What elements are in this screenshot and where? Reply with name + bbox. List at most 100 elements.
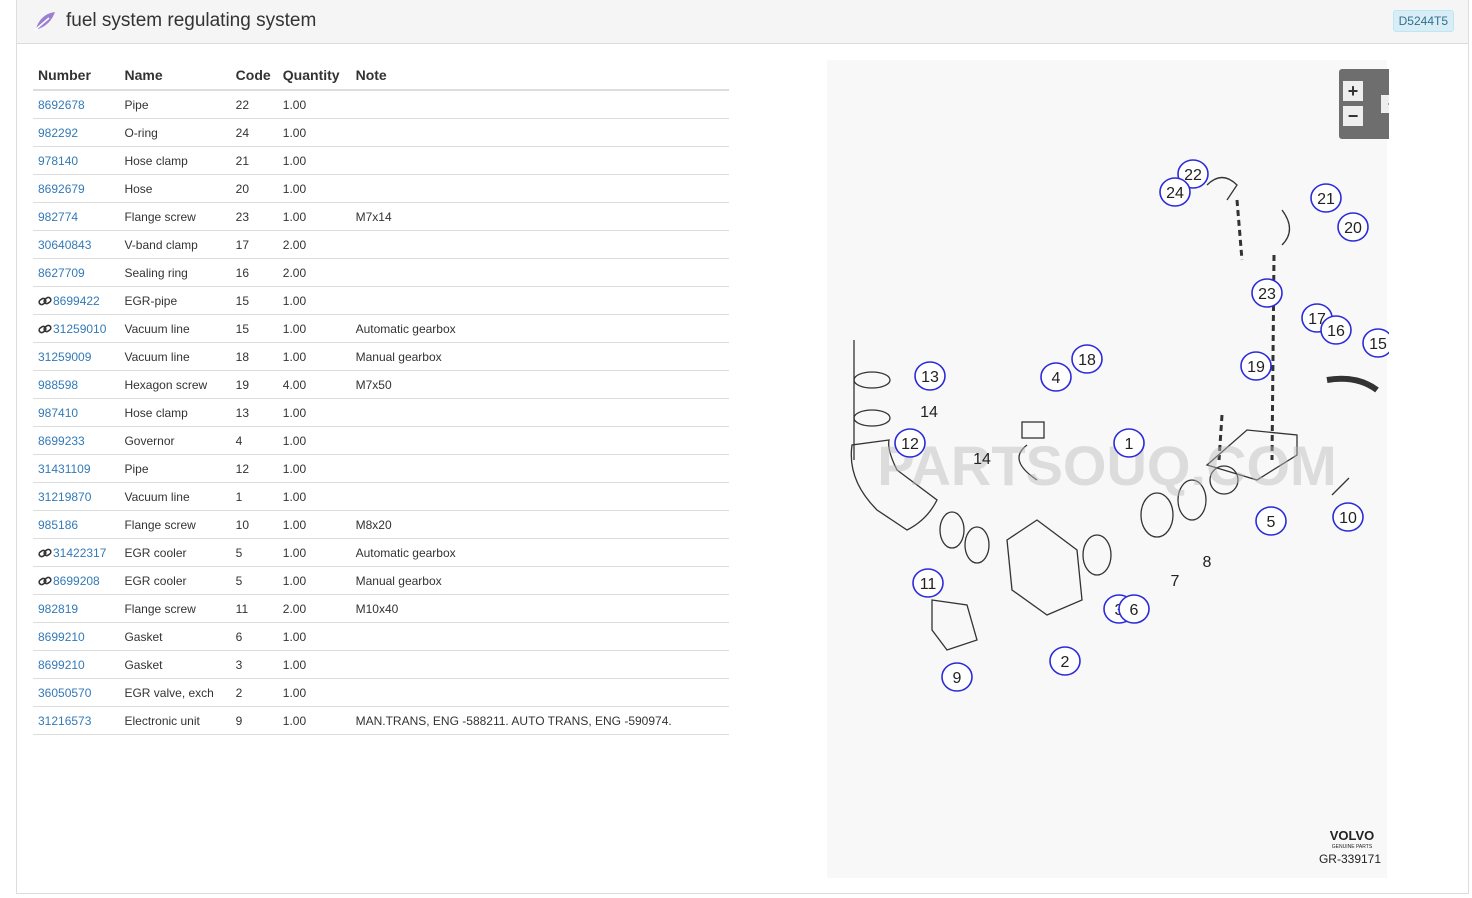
part-number-link[interactable]: 8692679: [38, 181, 85, 196]
callout-label[interactable]: 4: [1052, 370, 1061, 387]
cell-text: Hose clamp: [124, 405, 188, 420]
callout-label[interactable]: 15: [1369, 336, 1387, 353]
column-header: Note: [350, 60, 729, 91]
engine-badge[interactable]: D5244T5: [1392, 10, 1454, 32]
callout-label[interactable]: 20: [1344, 220, 1362, 237]
cell-text: 1.00: [282, 405, 307, 420]
callout-circle: [1071, 344, 1103, 374]
part-number-link[interactable]: 987410: [38, 405, 79, 420]
cell-text: O-ring: [124, 125, 158, 140]
cell-text: Governor: [124, 433, 175, 448]
callout-label[interactable]: 18: [1078, 352, 1096, 369]
part-number-link[interactable]: 31422317: [53, 545, 107, 560]
callout-label[interactable]: 6: [1130, 602, 1139, 619]
cell-text: 9: [235, 713, 243, 728]
cell-name: EGR valve, exch: [119, 678, 231, 707]
cell-text: 1.00: [282, 685, 307, 700]
cell-text: Gasket: [124, 657, 163, 672]
cell-code: 17: [230, 230, 278, 259]
cell-note: [350, 482, 729, 511]
part-number-link[interactable]: 982292: [38, 125, 79, 140]
part-row: 31219870 Vacuum line 1 1.00: [33, 482, 729, 511]
part-number-link[interactable]: 982774: [38, 209, 79, 224]
callout-label[interactable]: 5: [1267, 514, 1276, 531]
part-number-link[interactable]: 8692678: [38, 97, 85, 112]
cell-quantity: 1.00: [277, 398, 351, 427]
callout-label[interactable]: 13: [921, 369, 939, 386]
cell-text: 1.00: [282, 97, 307, 112]
part-number-link[interactable]: 8627709: [38, 265, 85, 280]
callout-label[interactable]: 10: [1339, 510, 1357, 527]
callout-label[interactable]: 2: [1061, 654, 1070, 671]
part-number-link[interactable]: 8699208: [53, 573, 100, 588]
part-number-link[interactable]: 31259010: [53, 321, 107, 336]
callout-label[interactable]: 9: [953, 670, 962, 687]
pan-left[interactable]: [1381, 95, 1389, 113]
callout-label[interactable]: 14: [920, 404, 938, 421]
cell-code: 13: [230, 398, 278, 427]
callout-label[interactable]: 14: [973, 451, 991, 468]
cell-number: 8692678: [33, 90, 120, 119]
cell-text: Flange screw: [124, 601, 196, 616]
zoom-in-label[interactable]: +: [1348, 81, 1359, 101]
part-number-link[interactable]: 8699210: [38, 657, 85, 672]
callout-label[interactable]: 12: [901, 436, 919, 453]
part-number-link[interactable]: 31259009: [38, 349, 92, 364]
cell-text: 13: [235, 405, 250, 420]
cell-name: Hose: [119, 174, 231, 203]
part-number-link[interactable]: 8699233: [38, 433, 85, 448]
cell-name: EGR-pipe: [119, 286, 231, 315]
cell-text: 1.00: [282, 293, 307, 308]
part-number-link[interactable]: 31431109: [38, 461, 91, 476]
cell-quantity: 1.00: [277, 510, 351, 539]
cell-number: 31216573: [33, 706, 120, 735]
zoom-out[interactable]: [1343, 106, 1363, 126]
part-number-link[interactable]: 985186: [38, 517, 79, 532]
zoom-out-label[interactable]: −: [1348, 106, 1359, 126]
cell-text: 12: [235, 461, 250, 476]
cell-text: 1.00: [282, 629, 307, 644]
callout-label[interactable]: 8: [1203, 554, 1212, 571]
part-number-link[interactable]: 988598: [38, 377, 79, 392]
callout-label[interactable]: 24: [1166, 185, 1184, 202]
link-icon: [38, 324, 52, 333]
zoom-in[interactable]: [1343, 81, 1363, 101]
callout-label[interactable]: 11: [920, 576, 937, 593]
cell-quantity: 1.00: [277, 286, 351, 315]
cell-text: Automatic gearbox: [355, 321, 456, 336]
cell-text: 16: [235, 265, 250, 280]
part-row: 978140 Hose clamp 21 1.00: [33, 146, 729, 175]
part-number-link[interactable]: 31219870: [38, 489, 92, 504]
callout-label[interactable]: 19: [1247, 359, 1265, 376]
column-header: Code: [230, 60, 278, 91]
part-row: 982819 Flange screw 11 2.00 M10x40: [33, 594, 729, 623]
callout-label[interactable]: 23: [1258, 286, 1276, 303]
callout-label[interactable]: 1: [1125, 436, 1134, 453]
callout-label[interactable]: 21: [1317, 191, 1335, 208]
cell-name: EGR cooler: [119, 538, 231, 567]
part-number-link[interactable]: 36050570: [38, 685, 92, 700]
cell-code: 23: [230, 202, 278, 231]
part-number-link[interactable]: 8699422: [53, 293, 100, 308]
cell-code: 5: [230, 566, 278, 595]
callout-label[interactable]: 22: [1184, 167, 1202, 184]
part-number-link[interactable]: 31216573: [38, 713, 92, 728]
part-number-link[interactable]: 978140: [38, 153, 79, 168]
parts-table: Number Name Code Quantity Note 8692678 Pipe 22 1…: [33, 60, 729, 735]
cell-note: [350, 650, 729, 679]
cell-quantity: 1.00: [277, 482, 351, 511]
cell-name: Pipe: [119, 90, 231, 119]
cell-text: Vacuum line: [124, 489, 190, 504]
cell-text: 1.00: [282, 489, 307, 504]
cell-text: 15: [235, 321, 250, 336]
callout-label[interactable]: 16: [1327, 323, 1345, 340]
callout-label[interactable]: 17: [1308, 311, 1326, 328]
part-number-link[interactable]: 982819: [38, 601, 79, 616]
part-row: 8699422 EGR-pipe 15 1.00: [33, 286, 729, 315]
cell-text: Hose: [124, 181, 153, 196]
part-number-link[interactable]: 8699210: [38, 629, 85, 644]
part-number-link[interactable]: 30640843: [38, 237, 92, 252]
callout-label[interactable]: 7: [1171, 573, 1180, 590]
cell-note: [350, 286, 729, 315]
part-row: 8627709 Sealing ring 16 2.00: [33, 258, 729, 287]
